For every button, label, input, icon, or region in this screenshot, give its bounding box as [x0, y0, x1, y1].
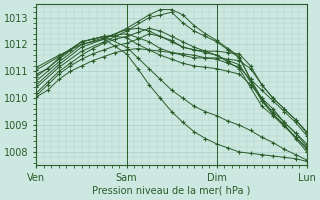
X-axis label: Pression niveau de la mer( hPa ): Pression niveau de la mer( hPa ): [92, 186, 251, 196]
